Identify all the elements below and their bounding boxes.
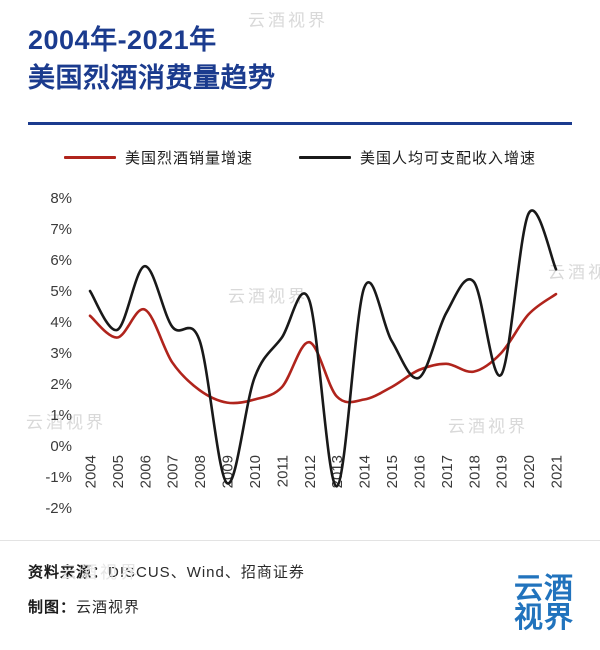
x-axis-label: 2004 — [83, 455, 100, 488]
y-axis-label: -2% — [45, 500, 72, 517]
x-axis-label: 2006 — [137, 455, 154, 488]
brand-logo-line2: 视界 — [513, 602, 574, 635]
y-axis-label: 8% — [50, 190, 72, 207]
legend-item-disposable-income: 美国人均可支配收入增速 — [299, 147, 536, 168]
header: 2004年-2021年 美国烈酒消费量趋势 — [0, 0, 600, 98]
legend-label-disposable-income: 美国人均可支配收入增速 — [360, 149, 537, 167]
y-axis-label: 1% — [50, 407, 72, 424]
chart-legend: 美国烈酒销量增速 美国人均可支配收入增速 — [0, 147, 600, 168]
chart-area: 8% 7% 6% 5% 4% 3% 2% 1% 0% -1% -2% 2004 2005 2006 2007… — [0, 180, 600, 530]
x-axis-label: 2015 — [384, 455, 401, 488]
source-value: DISCUS、Wind、招商证券 — [108, 563, 305, 581]
legend-item-spirits-sales: 美国烈酒销量增速 — [63, 147, 253, 168]
title-divider — [28, 121, 572, 125]
legend-line-red — [63, 155, 116, 159]
x-axis-label: 2008 — [192, 455, 209, 488]
brand-logo-line1: 云酒 — [513, 572, 574, 605]
x-axis-label: 2012 — [302, 455, 319, 488]
y-axis-label: 7% — [50, 221, 72, 238]
series-line-1 — [88, 208, 558, 488]
y-axis-label: 3% — [50, 345, 72, 362]
source-line: 资料来源：DISCUS、Wind、招商证券 — [28, 561, 572, 582]
footer: 资料来源：DISCUS、Wind、招商证券 制图：云酒视界 — [0, 541, 600, 617]
x-axis-label: 2018 — [466, 455, 483, 488]
legend-label-spirits-sales: 美国烈酒销量增速 — [124, 149, 253, 167]
credit-label: 制图： — [28, 598, 77, 616]
x-axis-label: 2019 — [494, 455, 511, 488]
x-axis-label: 2010 — [247, 455, 264, 488]
x-axis-label: 2020 — [521, 455, 538, 488]
footer-divider — [0, 539, 600, 541]
y-axis-label: -1% — [45, 469, 72, 486]
page-title-line2: 美国烈酒消费量趋势 — [28, 62, 276, 93]
x-axis-label: 2021 — [549, 455, 566, 488]
series-line-0 — [88, 292, 558, 405]
x-axis-label: 2007 — [165, 455, 182, 488]
page-title-line1: 2004年-2021年 — [28, 25, 217, 55]
credit-line: 制图：云酒视界 — [28, 596, 572, 617]
brand-logo: 云酒 视界 — [513, 572, 574, 635]
source-label: 资料来源： — [28, 563, 109, 581]
x-axis-label: 2014 — [357, 455, 374, 488]
legend-line-black — [299, 155, 351, 159]
x-axis-label: 2017 — [439, 455, 456, 488]
y-axis-label: 5% — [50, 283, 72, 300]
credit-value: 云酒视界 — [76, 598, 141, 616]
x-axis-label: 2005 — [110, 455, 127, 488]
x-axis-label: 2011 — [274, 455, 291, 487]
y-axis-label: 6% — [50, 252, 72, 269]
y-axis-label: 0% — [50, 438, 72, 455]
trend-line-chart: 8% 7% 6% 5% 4% 3% 2% 1% 0% -1% -2% 2004 2005 2006 2007… — [45, 190, 566, 517]
y-axis-label: 4% — [50, 314, 72, 331]
x-axis-label: 2016 — [411, 455, 428, 488]
y-axis-label: 2% — [50, 376, 72, 393]
